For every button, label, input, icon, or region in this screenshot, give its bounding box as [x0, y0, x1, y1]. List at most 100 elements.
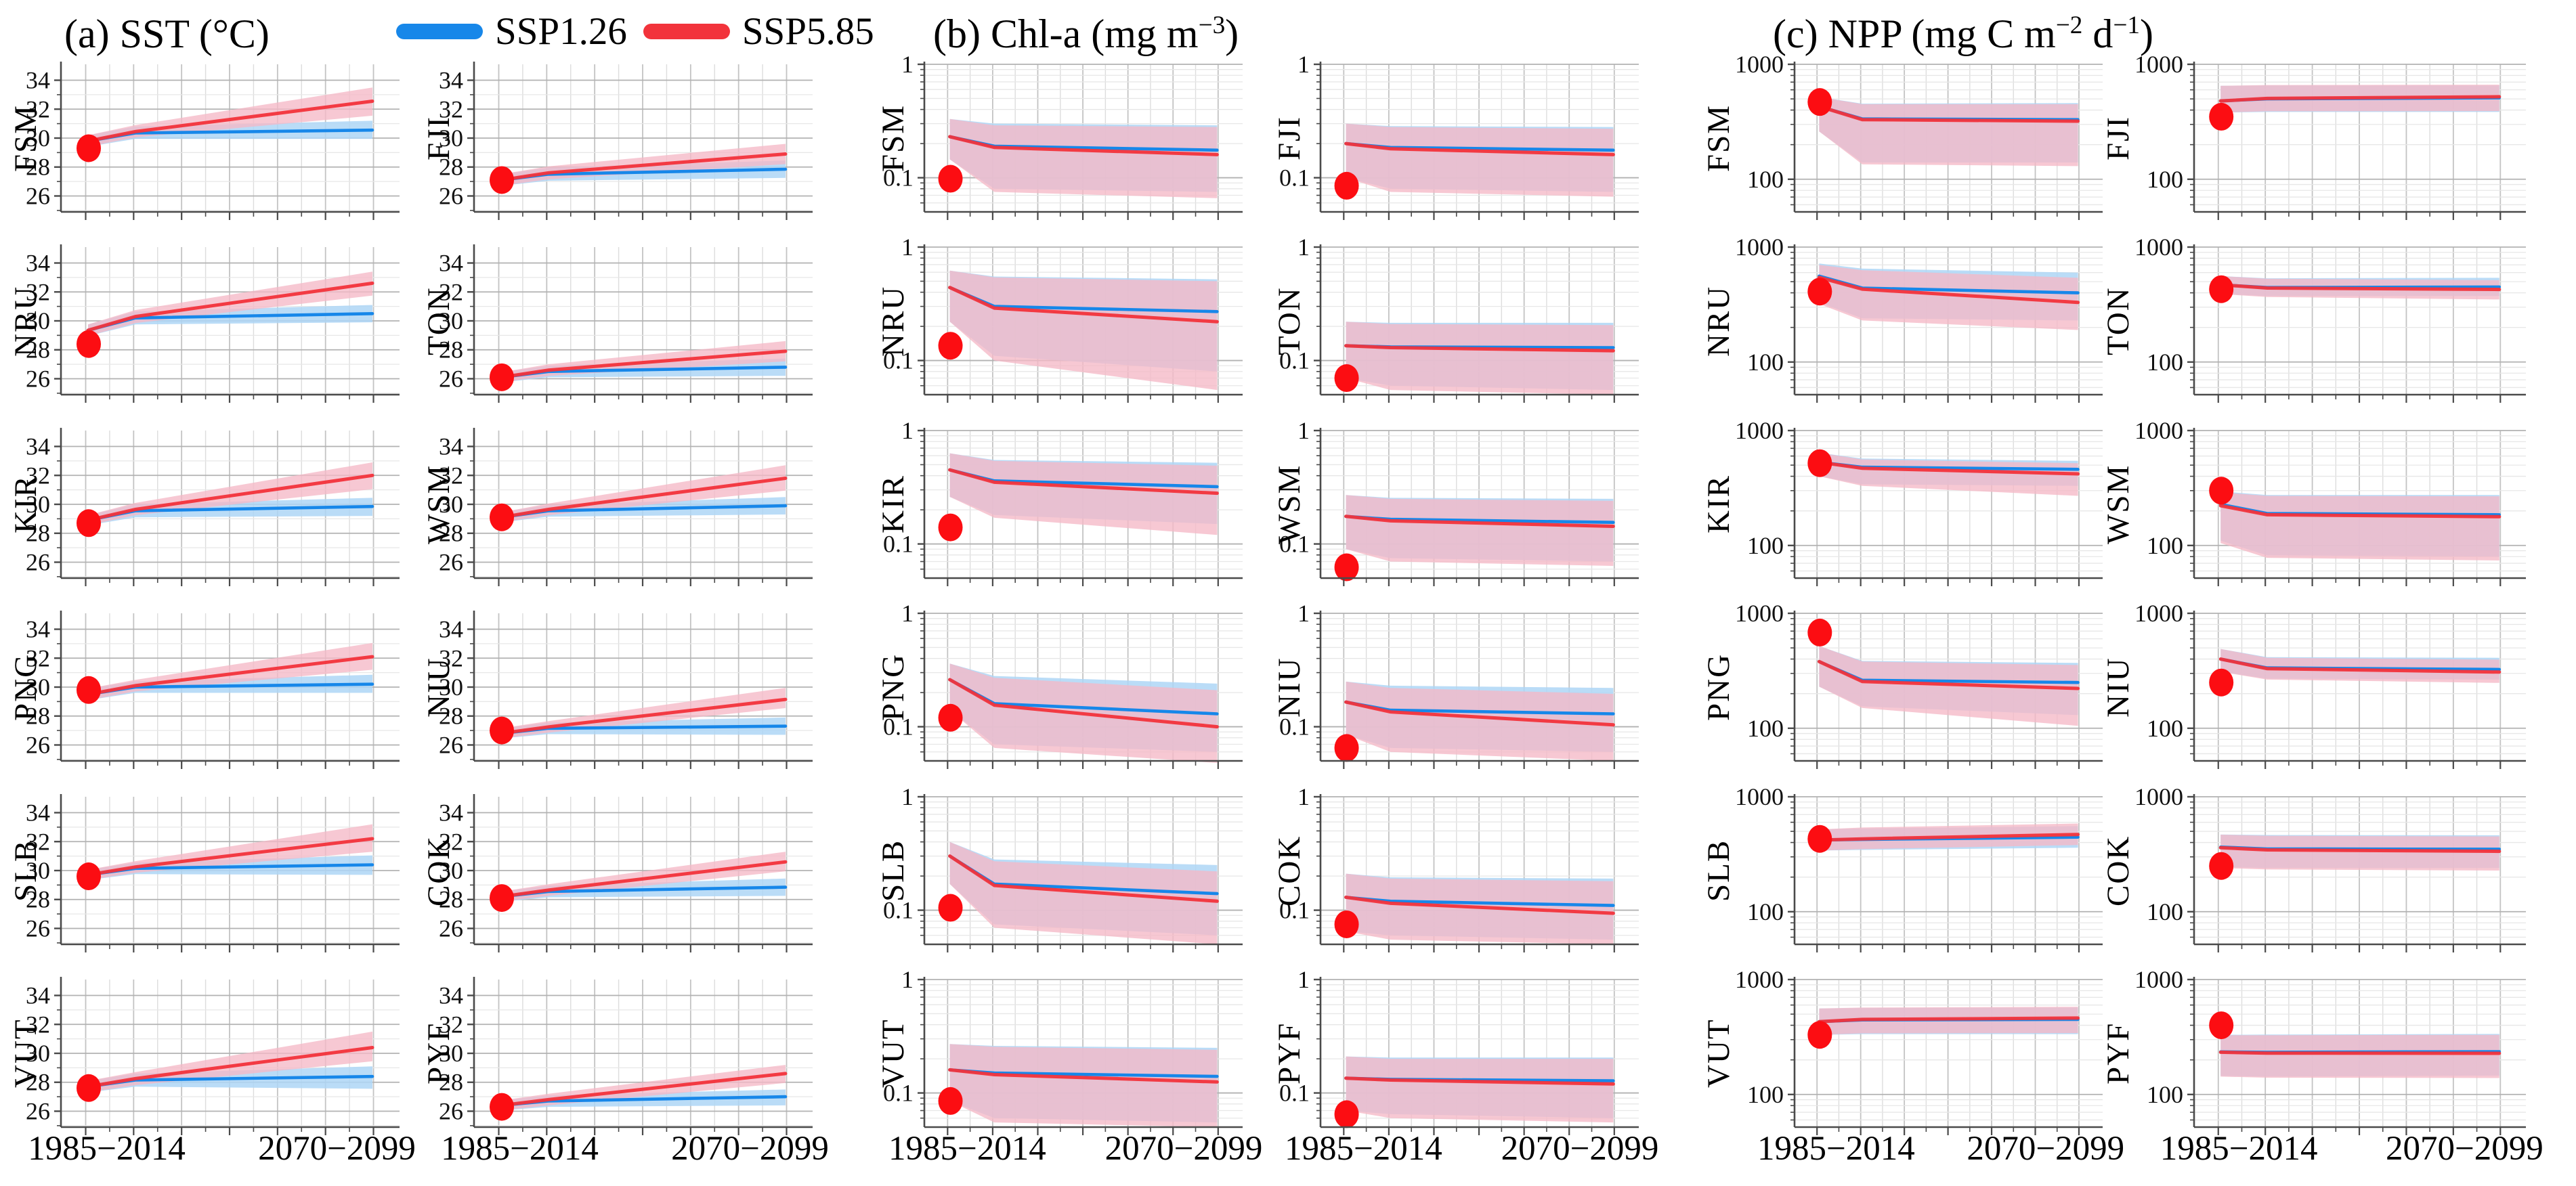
y-tick-label: 1000 — [2134, 600, 2183, 627]
axes: 10.1 — [1279, 966, 1639, 1135]
series — [1807, 1007, 2080, 1049]
y-tick-label: 34 — [26, 616, 50, 643]
axes: 1000 100 — [1735, 234, 2103, 403]
series — [938, 271, 1219, 391]
series — [2209, 649, 2502, 697]
y-tick-label: 30 — [26, 125, 50, 152]
line-ssp585 — [2218, 283, 2502, 292]
band-ssp585 — [2220, 649, 2499, 683]
baseline-dot — [77, 676, 101, 704]
band-ssp585 — [1819, 265, 2078, 330]
x-tick-label-future-period: 2070−2099 — [258, 1130, 416, 1168]
baseline-dot — [490, 1093, 514, 1121]
region-label-vut-chla: VUT — [876, 1018, 911, 1089]
y-tick-label: 1 — [901, 600, 914, 627]
y-tick-label: 26 — [26, 366, 50, 393]
line-ssp585 — [1344, 700, 1615, 727]
region-label-niu-sst: NIU — [421, 657, 456, 718]
series — [490, 465, 788, 531]
region-label-pyf-chla: PYF — [1272, 1022, 1307, 1085]
band-ssp585 — [1346, 682, 1614, 762]
panel-chla-wsm: 10.1 — [1279, 417, 1639, 586]
y-tick-label: 34 — [439, 616, 463, 643]
region-label-kir-sst: KIR — [8, 475, 43, 534]
y-tick-label: 34 — [439, 67, 463, 94]
axes: 10.1 — [883, 783, 1243, 952]
region-label-pyf-sst: PYF — [421, 1022, 456, 1085]
line-ssp585 — [948, 135, 1219, 156]
y-tick-label: 1000 — [1735, 417, 1784, 444]
gridlines — [1795, 795, 2103, 944]
line-ssp585 — [499, 476, 788, 519]
series — [490, 688, 788, 745]
y-tick-label: 26 — [26, 182, 50, 209]
series — [938, 663, 1219, 764]
series — [2209, 276, 2502, 304]
y-tick-label: 1000 — [2134, 417, 2183, 444]
y-tick-label: 100 — [1747, 898, 1784, 925]
y-tick-label: 34 — [26, 433, 50, 460]
baseline-dot — [938, 513, 963, 542]
y-tick-label: 32 — [439, 462, 463, 489]
line-ssp585 — [499, 349, 788, 380]
line-ssp585 — [1817, 460, 2080, 476]
band-ssp585 — [1819, 97, 2078, 167]
panel-npp-wsm: 1000 100 — [2134, 417, 2526, 586]
line-ssp585 — [1817, 832, 2080, 842]
y-tick-label: 32 — [26, 279, 50, 306]
line-ssp585 — [2218, 1050, 2502, 1055]
x-tick-label-baseline-period: 1985−2014 — [28, 1130, 186, 1168]
x-tick-label-baseline-period: 1985−2014 — [2160, 1130, 2318, 1168]
y-tick-label: 26 — [26, 1097, 50, 1124]
y-tick-label: 32 — [26, 95, 50, 123]
legend-ssp126-label: SSP1.26 — [495, 10, 627, 53]
panel-chla-ton: 10.1 — [1279, 234, 1639, 403]
region-label-wsm-chla: WSM — [1272, 464, 1307, 544]
y-tick-label: 1 — [1297, 600, 1310, 627]
line-ssp585 — [499, 697, 788, 736]
line-ssp585 — [1344, 1076, 1615, 1086]
baseline-dot — [938, 703, 963, 732]
axes: 1000 100 — [2134, 234, 2526, 403]
band-ssp585 — [2220, 834, 2499, 871]
series — [77, 1031, 374, 1102]
axes: 1000 100 — [1735, 417, 2103, 586]
line-ssp585 — [948, 468, 1219, 495]
panel-npp-slb: 1000 100 — [1735, 783, 2103, 952]
axes: 10.1 — [1279, 417, 1639, 586]
panel-chla-kir: 10.1 — [883, 417, 1243, 586]
y-tick-label: 0.1 — [1279, 164, 1310, 192]
y-tick-label: 34 — [26, 799, 50, 826]
region-label-cok-chla: COK — [1272, 834, 1307, 906]
y-tick-label: 30 — [439, 1040, 463, 1067]
x-tick-label-future-period: 2070−2099 — [671, 1130, 829, 1168]
baseline-dot — [490, 716, 514, 745]
line-ssp585 — [1344, 344, 1615, 353]
baseline-dot — [490, 364, 514, 392]
y-tick-label: 1000 — [2134, 234, 2183, 261]
gridlines — [2194, 613, 2526, 762]
series — [2209, 85, 2502, 131]
y-tick-label: 0.1 — [883, 713, 914, 741]
region-label-vut-sst: VUT — [8, 1018, 43, 1089]
series — [490, 144, 788, 194]
series — [490, 341, 788, 392]
region-label-fji-npp: FJI — [2101, 115, 2136, 161]
panel-npp-niu: 1000 100 — [2134, 600, 2526, 770]
y-tick-label: 28 — [439, 1069, 463, 1096]
line-ssp585 — [1817, 659, 2080, 690]
y-tick-label: 26 — [439, 1097, 463, 1124]
y-tick-label: 34 — [26, 67, 50, 94]
legend-ssp585-swatch — [643, 24, 730, 39]
y-tick-label: 1000 — [1735, 51, 1784, 78]
y-tick-label: 1 — [901, 783, 914, 810]
region-label-ton-npp: TON — [2101, 286, 2136, 356]
series — [1807, 263, 2080, 330]
y-tick-label: 1000 — [1735, 600, 1784, 627]
series — [2209, 477, 2502, 561]
axes: 1000 100 — [1735, 783, 2103, 952]
